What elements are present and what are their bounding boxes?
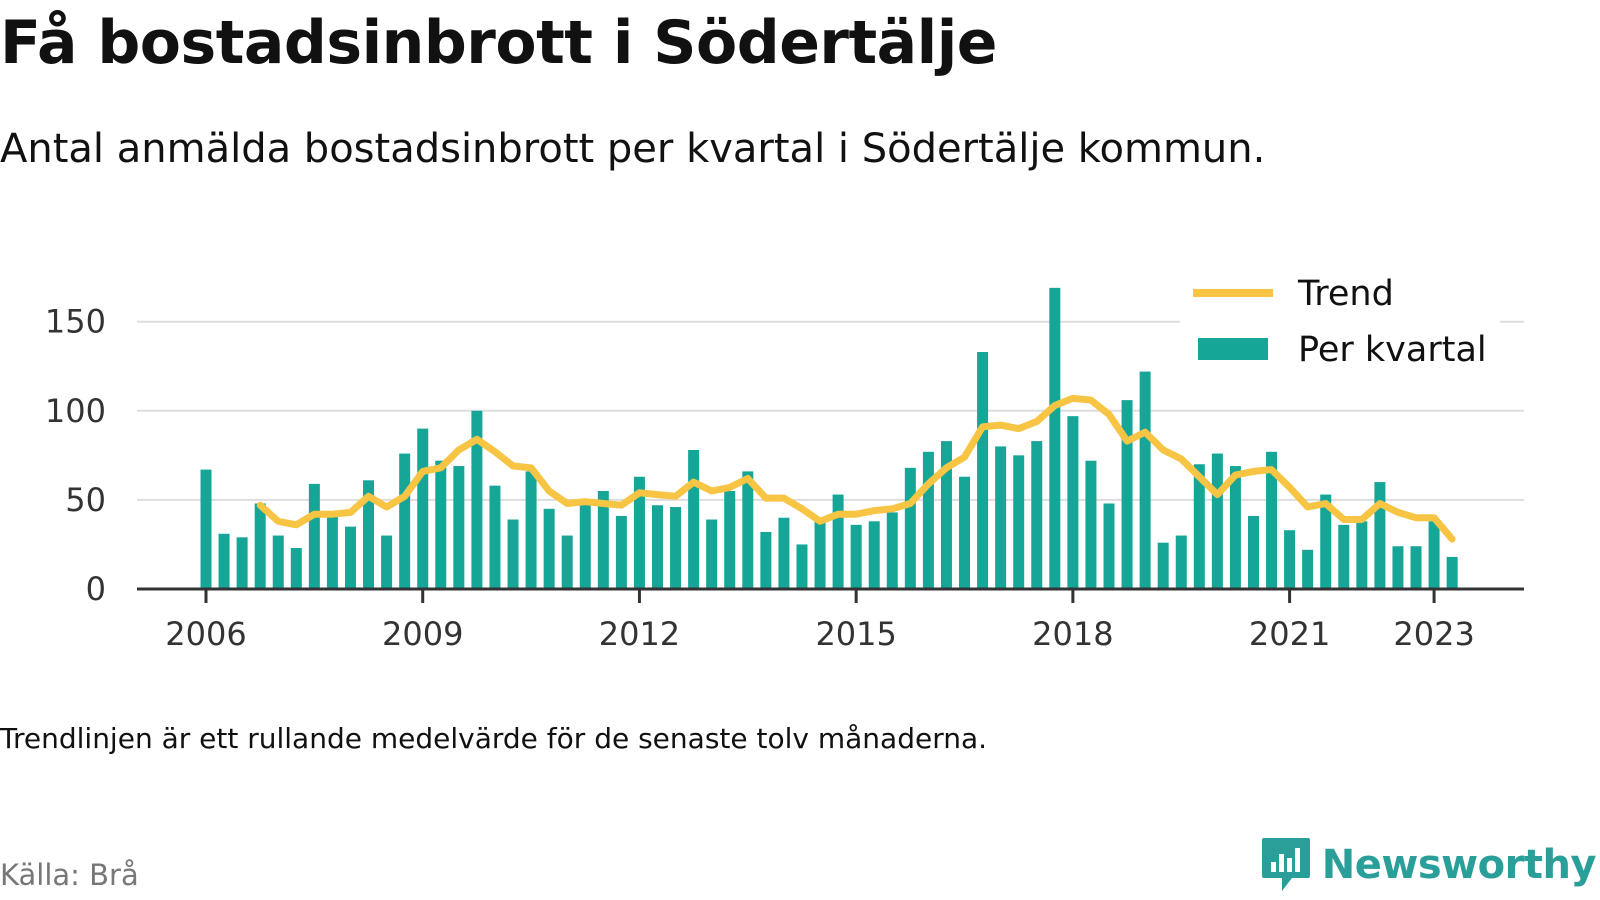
bar-26 bbox=[670, 507, 682, 589]
bar-65 bbox=[1374, 482, 1386, 589]
bar-3 bbox=[254, 503, 266, 589]
bar-51 bbox=[1121, 400, 1133, 589]
x-tick-label-2015: 2015 bbox=[815, 615, 896, 653]
bar-59 bbox=[1266, 451, 1278, 589]
bar-41 bbox=[940, 441, 952, 589]
bar-49 bbox=[1085, 460, 1097, 589]
bar-34 bbox=[814, 517, 826, 589]
bar-1 bbox=[218, 533, 230, 589]
y-tick-label-50: 50 bbox=[65, 481, 106, 519]
bar-44 bbox=[995, 446, 1007, 589]
bar-23 bbox=[615, 515, 627, 589]
bar-48 bbox=[1067, 416, 1079, 589]
bar-40 bbox=[922, 451, 934, 589]
bar-46 bbox=[1031, 441, 1043, 589]
bar-7 bbox=[326, 512, 338, 589]
bar-68 bbox=[1428, 521, 1440, 589]
bar-18 bbox=[525, 471, 537, 589]
bar-42 bbox=[959, 476, 971, 589]
bar-52 bbox=[1139, 371, 1151, 589]
bar-33 bbox=[796, 544, 808, 589]
bar-14 bbox=[453, 466, 465, 589]
bar-57 bbox=[1229, 466, 1241, 589]
bar-0 bbox=[200, 469, 212, 589]
bar-4 bbox=[272, 535, 284, 589]
bar-56 bbox=[1211, 453, 1223, 589]
bar-47 bbox=[1049, 287, 1061, 589]
bar-61 bbox=[1302, 549, 1314, 589]
chart-subtitle: Antal anmälda bostadsinbrott per kvartal… bbox=[0, 126, 1266, 172]
x-tick-label-2006: 2006 bbox=[165, 615, 246, 653]
bar-58 bbox=[1247, 515, 1259, 589]
y-axis-ticks: 0 50 100 150 bbox=[45, 303, 106, 608]
bar-28 bbox=[706, 519, 718, 589]
bar-37 bbox=[868, 521, 880, 589]
bar-66 bbox=[1392, 546, 1404, 589]
bar-36 bbox=[850, 524, 862, 589]
bar-12 bbox=[417, 428, 429, 589]
bar-63 bbox=[1338, 524, 1350, 589]
bar-17 bbox=[507, 519, 519, 589]
source-text: Källa: Brå bbox=[0, 858, 139, 892]
bars bbox=[200, 287, 1458, 589]
bar-43 bbox=[977, 351, 989, 589]
legend-label-per-kvartal: Per kvartal bbox=[1298, 330, 1487, 370]
bar-29 bbox=[724, 490, 736, 589]
newsworthy-logo-icon bbox=[1261, 838, 1310, 891]
brand-logo: Newsworthy bbox=[1260, 836, 1597, 894]
x-tick-label-2012: 2012 bbox=[599, 615, 680, 653]
bar-15 bbox=[471, 410, 483, 589]
bar-38 bbox=[886, 512, 898, 589]
y-tick-label-150: 150 bbox=[45, 303, 106, 341]
bar-5 bbox=[290, 548, 302, 589]
bar-25 bbox=[652, 505, 663, 589]
bar-19 bbox=[543, 508, 555, 589]
bar-21 bbox=[579, 503, 591, 589]
chart-title: Få bostadsinbrott i Södertälje bbox=[0, 8, 997, 78]
trend-line bbox=[256, 394, 1456, 543]
bar-60 bbox=[1284, 530, 1296, 589]
bar-16 bbox=[489, 485, 501, 589]
bar-2 bbox=[236, 537, 248, 589]
bar-69 bbox=[1446, 556, 1458, 589]
bar-20 bbox=[561, 535, 573, 589]
bar-30 bbox=[742, 471, 754, 589]
bar-62 bbox=[1320, 494, 1332, 589]
x-tick-label-2018: 2018 bbox=[1032, 615, 1113, 653]
legend-background bbox=[1180, 270, 1500, 380]
bar-50 bbox=[1103, 503, 1115, 589]
trend-line-group bbox=[256, 394, 1456, 543]
bar-6 bbox=[308, 483, 320, 589]
bar-24 bbox=[633, 476, 645, 589]
legend: Trend Per kvartal bbox=[1180, 270, 1500, 380]
bar-55 bbox=[1193, 464, 1205, 589]
bar-8 bbox=[344, 526, 356, 589]
bar-45 bbox=[1013, 455, 1025, 589]
bar-67 bbox=[1410, 546, 1422, 589]
y-tick-label-0: 0 bbox=[86, 570, 106, 608]
bar-35 bbox=[832, 494, 844, 589]
bar-9 bbox=[363, 480, 375, 589]
bar-31 bbox=[760, 531, 772, 589]
x-axis: 2006 2009 2012 2015 2018 2021 2023 bbox=[137, 587, 1524, 653]
x-tick-label-2021: 2021 bbox=[1249, 615, 1330, 653]
bar-11 bbox=[399, 453, 411, 589]
brand-name: Newsworthy bbox=[1321, 842, 1597, 888]
bar-10 bbox=[381, 535, 393, 589]
bar-13 bbox=[435, 460, 447, 589]
bar-27 bbox=[688, 450, 700, 589]
legend-bar-swatch bbox=[1198, 338, 1268, 360]
bar-22 bbox=[597, 490, 609, 589]
bar-39 bbox=[904, 467, 916, 589]
footnote: Trendlinjen är ett rullande medelvärde f… bbox=[0, 722, 988, 755]
bar-32 bbox=[778, 517, 790, 589]
x-tick-label-2009: 2009 bbox=[382, 615, 463, 653]
x-tick-label-2023: 2023 bbox=[1393, 615, 1474, 653]
bar-64 bbox=[1356, 521, 1368, 589]
y-tick-label-100: 100 bbox=[45, 392, 106, 430]
bar-53 bbox=[1157, 542, 1169, 589]
chart: 0 50 100 150 2006 2009 2012 2015 2018 2021 2023 T… bbox=[45, 270, 1524, 653]
bar-54 bbox=[1175, 535, 1187, 589]
legend-label-trend: Trend bbox=[1297, 274, 1394, 314]
